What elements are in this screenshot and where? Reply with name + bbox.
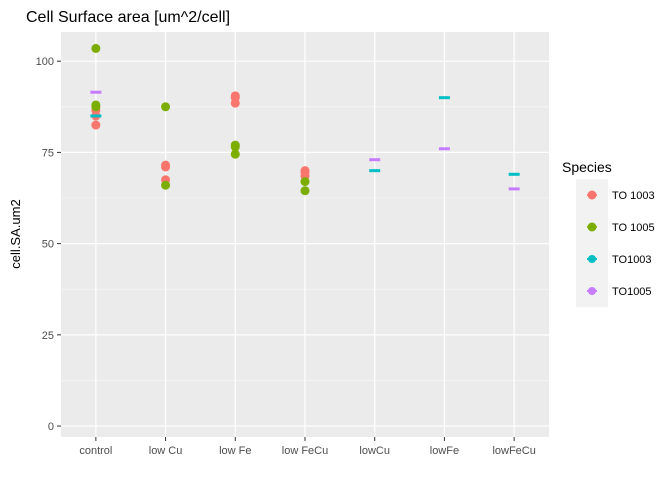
data-point: [300, 186, 310, 196]
y-tick-label: 0: [48, 421, 54, 433]
legend: Species TO 1003 TO 1005 TO1003 TO1005: [562, 159, 655, 307]
grid-lines: [61, 32, 549, 437]
data-point: [230, 142, 240, 152]
legend-swatch: [588, 255, 596, 263]
legend-swatch: [588, 287, 596, 295]
x-tick-label: low Cu: [149, 445, 183, 457]
y-axis-title: cell.SA.um2: [8, 199, 23, 268]
chart-title: Cell Surface area [um^2/cell]: [26, 9, 230, 26]
legend-swatch: [587, 222, 597, 232]
x-tick-label: control: [79, 445, 112, 457]
x-axis: control low Cu low Fe low FeCu lowCu lowFe low…: [79, 437, 536, 457]
data-point: [230, 91, 240, 101]
data-points: [90, 43, 520, 196]
data-point: [300, 166, 310, 176]
data-point: [91, 102, 101, 112]
x-tick-label: low FeCu: [282, 445, 328, 457]
y-tick-label: 100: [36, 56, 54, 68]
y-tick-label: 75: [42, 147, 54, 159]
data-point: [300, 177, 310, 187]
legend-label: TO1003: [612, 254, 652, 266]
legend-title: Species: [562, 159, 612, 175]
data-point: [161, 160, 171, 170]
y-axis: 0 25 50 75 100: [36, 56, 61, 433]
y-tick-label: 50: [42, 239, 54, 251]
data-point: [230, 149, 240, 159]
x-tick-label: lowFe: [430, 445, 459, 457]
x-tick-label: lowFeCu: [492, 445, 535, 457]
legend-swatch: [587, 190, 597, 200]
data-point: [91, 120, 101, 130]
legend-label: TO1005: [612, 286, 652, 298]
data-point: [161, 180, 171, 190]
y-tick-label: 25: [42, 330, 54, 342]
x-tick-label: low Fe: [219, 445, 251, 457]
legend-label: TO 1005: [612, 222, 655, 234]
legend-label: TO 1003: [612, 190, 655, 202]
x-tick-label: lowCu: [359, 445, 390, 457]
data-point: [161, 102, 171, 112]
data-point: [91, 43, 101, 53]
